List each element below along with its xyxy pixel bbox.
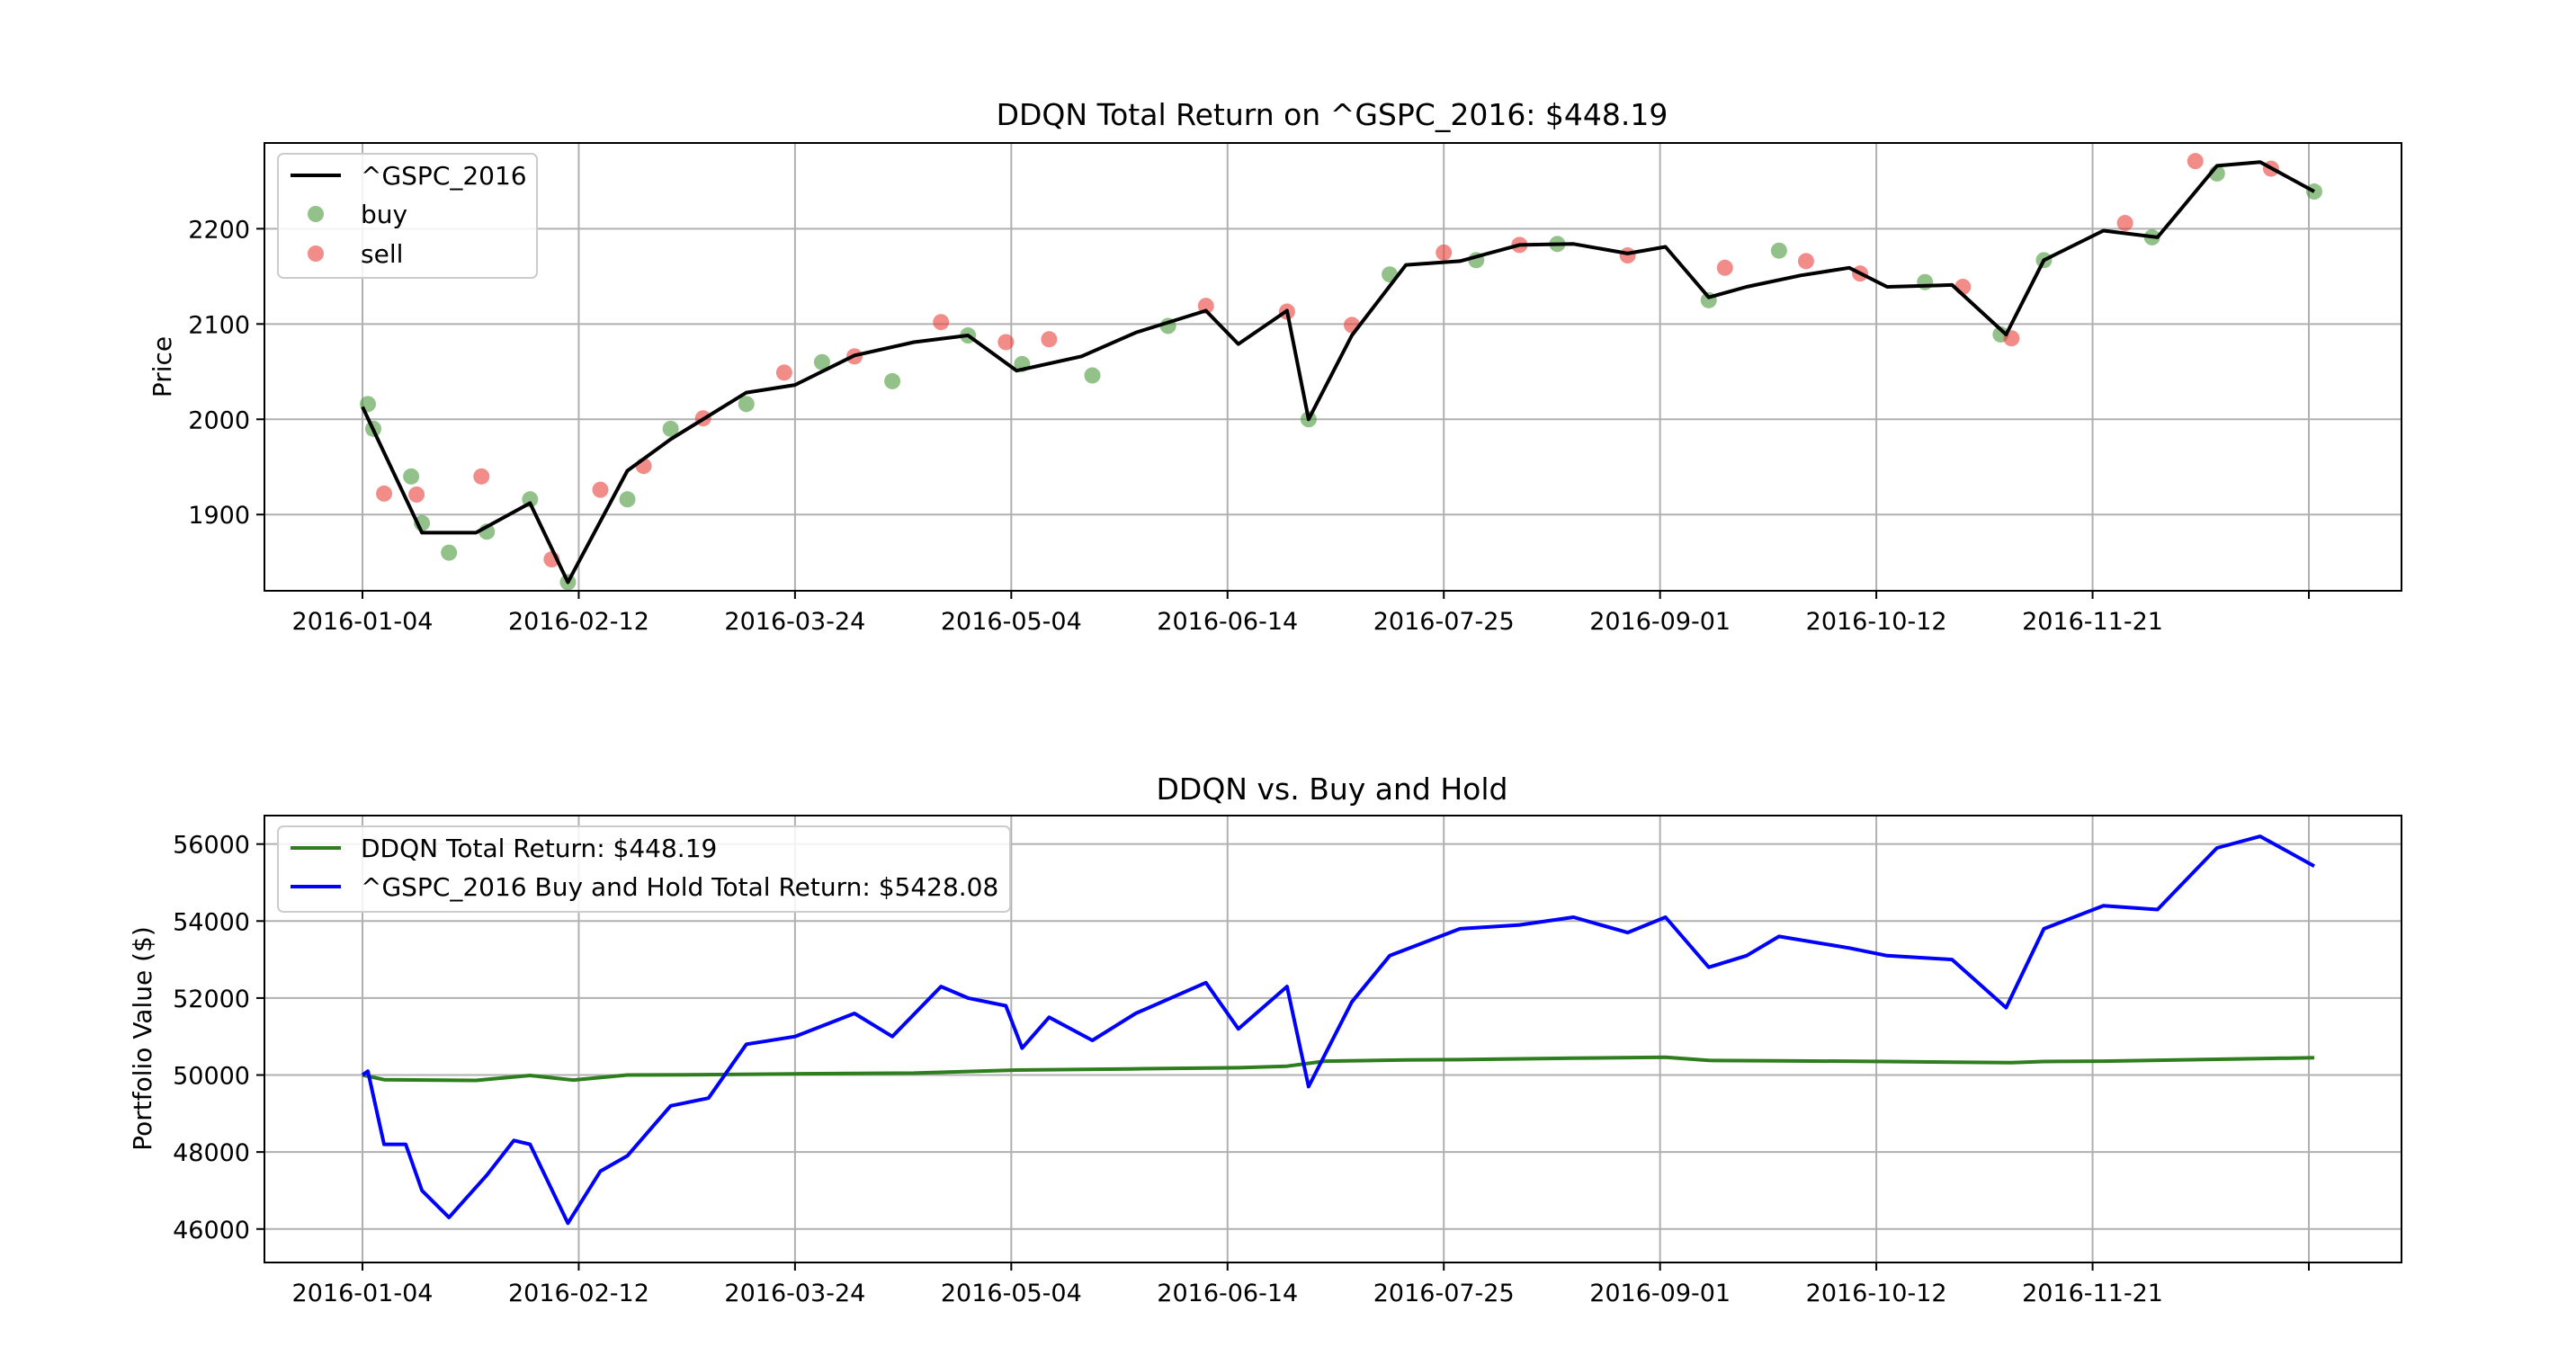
legend-label-buyhold: ^GSPC_2016 Buy and Hold Total Return: $5… — [361, 872, 998, 902]
buy-point — [619, 491, 636, 508]
price-chart-title: DDQN Total Return on ^GSPC_2016: $448.19 — [997, 97, 1668, 132]
sell-point — [997, 334, 1015, 351]
portfolio-chart-title: DDQN vs. Buy and Hold — [1157, 772, 1508, 807]
y-tick-label: 2000 — [188, 406, 250, 434]
portfolio-chart-y-label: Portfolio Value ($) — [128, 926, 157, 1151]
buy-point — [884, 372, 901, 389]
x-tick-label: 2016-09-01 — [1589, 608, 1731, 636]
x-tick-label: 2016-06-14 — [1157, 1280, 1298, 1307]
buy-point — [1084, 367, 1101, 384]
sell-point — [1619, 247, 1636, 264]
sell-point — [1797, 253, 1814, 270]
buy-point — [813, 353, 830, 370]
buy-point — [1917, 273, 1934, 290]
sell-point — [1716, 259, 1733, 276]
x-tick-label: 2016-10-12 — [1806, 608, 1947, 636]
sell-point — [408, 486, 425, 503]
sell-point — [2116, 215, 2133, 232]
y-tick-label: 2200 — [188, 216, 250, 244]
y-tick-label: 52000 — [173, 986, 250, 1013]
x-tick-label: 2016-11-21 — [2022, 1280, 2163, 1307]
x-tick-label: 2016-01-04 — [292, 1280, 434, 1307]
buy-point — [2306, 183, 2322, 201]
price-line — [361, 160, 2315, 584]
sell-point — [933, 314, 950, 331]
price-chart: DDQN Total Return on ^GSPC_2016: $448.19… — [148, 97, 2402, 636]
y-tick-label: 54000 — [173, 908, 250, 936]
legend-label-sell: sell — [361, 239, 403, 269]
sell-point — [1436, 244, 1453, 261]
y-tick-label: 2100 — [188, 311, 250, 339]
buy-point — [738, 396, 755, 413]
legend-label-ddqn: DDQN Total Return: $448.19 — [361, 834, 717, 863]
x-tick-label: 2016-05-04 — [941, 608, 1082, 636]
price-chart-y-ticks: 1900 2000 2100 2200 — [188, 216, 264, 530]
x-tick-label: 2016-07-25 — [1373, 1280, 1515, 1307]
x-tick-label: 2016-09-01 — [1589, 1280, 1731, 1307]
sell-point — [2187, 153, 2204, 170]
price-chart-marks — [360, 153, 2322, 591]
y-tick-label: 48000 — [173, 1139, 250, 1167]
price-chart-y-label: Price — [148, 336, 177, 397]
sell-point — [592, 481, 609, 498]
buy-point — [1770, 242, 1787, 259]
x-tick-label: 2016-07-25 — [1373, 608, 1515, 636]
portfolio-chart: DDQN vs. Buy and Hold 46000 48000 50000 520… — [128, 772, 2402, 1307]
legend-buy-swatch — [308, 206, 324, 222]
y-tick-label: 1900 — [188, 502, 250, 530]
x-tick-label: 2016-01-04 — [292, 608, 434, 636]
portfolio-chart-marks — [361, 834, 2315, 1226]
buy-point — [662, 420, 679, 437]
legend-sell-swatch — [308, 245, 324, 262]
buy-and-hold-line — [361, 834, 2315, 1226]
buy-point — [441, 544, 458, 561]
price-chart-frame — [264, 142, 2402, 592]
legend-label-buy: buy — [361, 200, 407, 229]
x-tick-label: 2016-11-21 — [2022, 608, 2163, 636]
ddqn-line — [362, 1055, 2315, 1083]
x-tick-label: 2016-03-24 — [724, 608, 865, 636]
sell-point — [473, 468, 490, 485]
sell-point — [1041, 331, 1058, 348]
portfolio-chart-frame — [264, 815, 2402, 1263]
x-tick-label: 2016-10-12 — [1806, 1280, 1947, 1307]
portfolio-chart-legend: DDQN Total Return: $448.19 ^GSPC_2016 Bu… — [277, 825, 1011, 913]
sell-point — [376, 485, 393, 502]
buy-point — [403, 468, 420, 485]
y-tick-label: 56000 — [173, 832, 250, 860]
price-chart-x-ticks: 2016-01-04 2016-02-12 2016-03-24 2016-05-04… — [292, 591, 2310, 636]
legend-label-price: ^GSPC_2016 — [361, 161, 527, 191]
portfolio-chart-y-ticks: 46000 48000 50000 52000 54000 56000 — [173, 832, 264, 1245]
sell-point — [775, 364, 792, 381]
y-tick-label: 46000 — [173, 1217, 250, 1245]
price-chart-legend: ^GSPC_2016 buy sell — [277, 153, 538, 279]
x-tick-label: 2016-05-04 — [941, 1280, 1082, 1307]
portfolio-chart-x-ticks: 2016-01-04 2016-02-12 2016-03-24 2016-05-04… — [292, 1262, 2310, 1307]
x-tick-label: 2016-02-12 — [508, 1280, 649, 1307]
x-tick-label: 2016-03-24 — [724, 1280, 865, 1307]
sell-point — [1197, 298, 1214, 315]
x-tick-label: 2016-06-14 — [1157, 608, 1298, 636]
y-tick-label: 50000 — [173, 1063, 250, 1091]
x-tick-label: 2016-02-12 — [508, 608, 649, 636]
